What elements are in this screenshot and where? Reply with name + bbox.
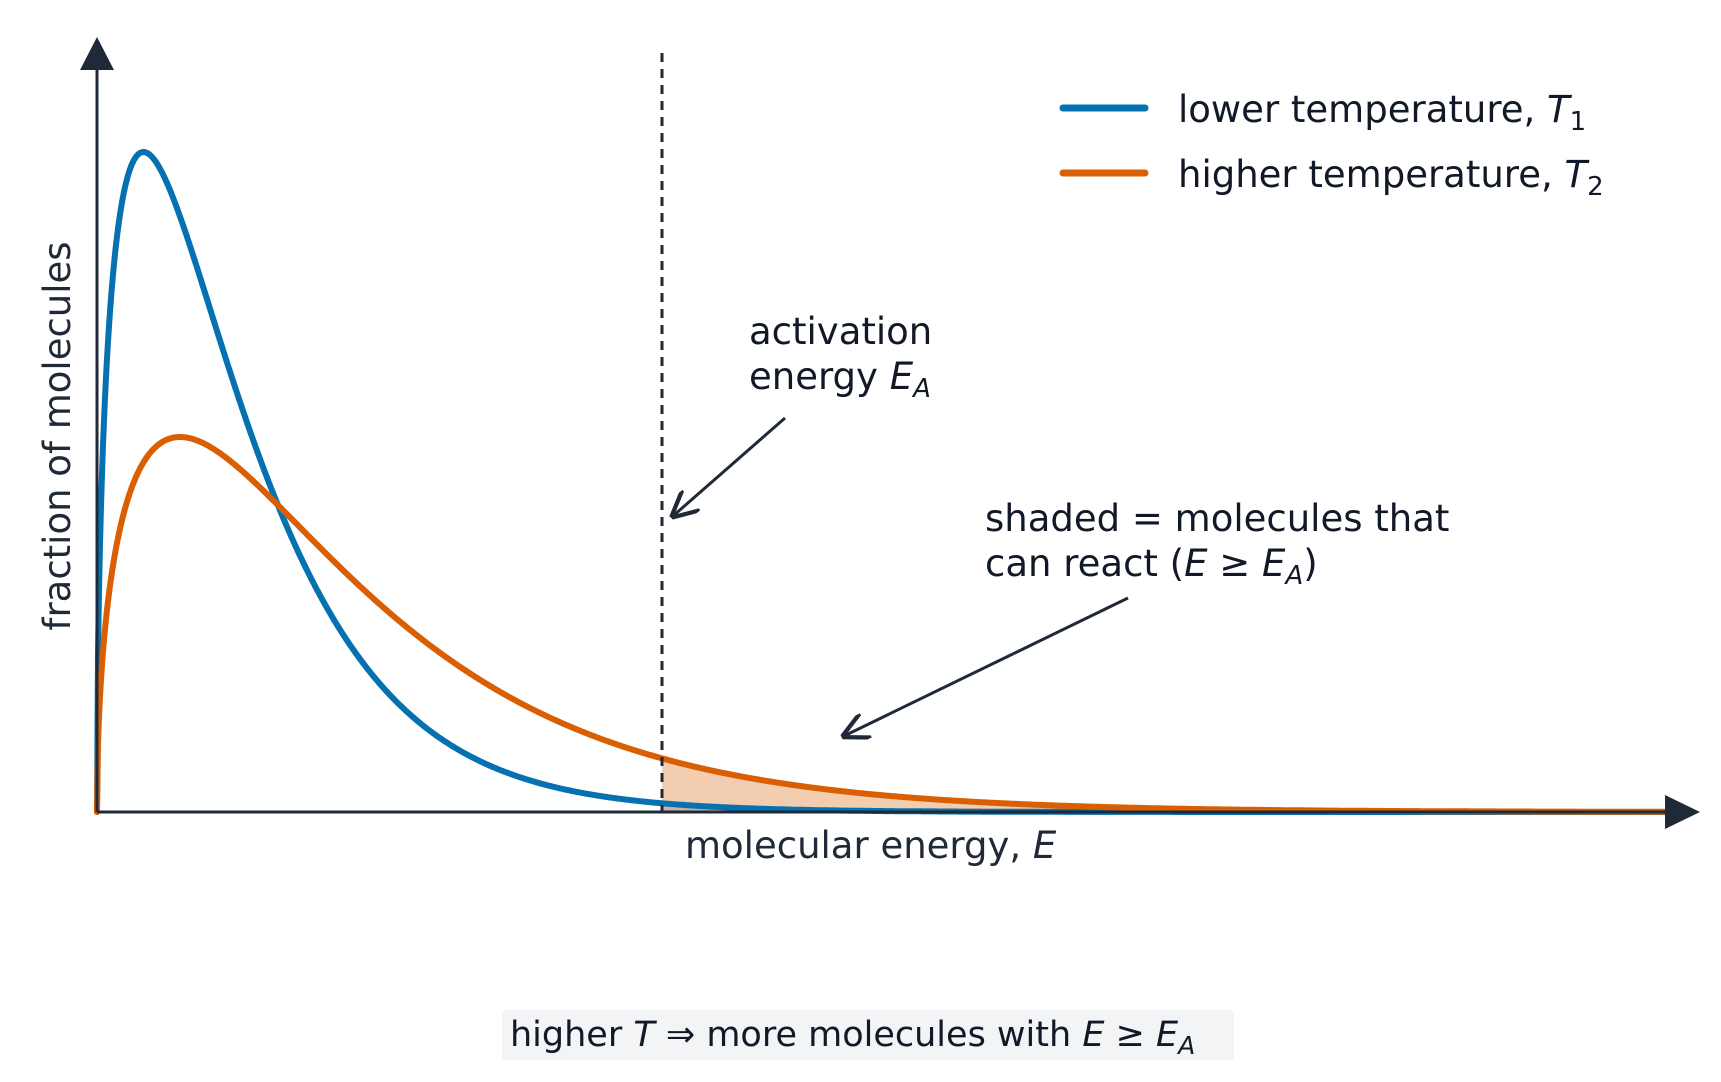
- shaded-annotation: shaded = molecules that can react (E ≥ E…: [844, 497, 1449, 736]
- shaded-label-line2: can react (E ≥ EA): [985, 542, 1318, 591]
- activation-label-line2: energy EA: [749, 355, 931, 404]
- caption-box: [502, 1010, 1234, 1060]
- y-axis-arrow-icon: [80, 37, 114, 70]
- shaded-pointer-arrow: [844, 596, 1129, 736]
- legend-label-higher-temperature: higher temperature, T2: [1178, 153, 1604, 202]
- legend: lower temperature, T1 higher temperature…: [1059, 88, 1604, 202]
- shaded-label-line1: shaded = molecules that: [985, 497, 1449, 540]
- activation-label-line1: activation: [749, 310, 932, 353]
- activation-energy-annotation: activation energy EA: [673, 310, 932, 516]
- y-axis-label: fraction of molecules: [36, 241, 79, 630]
- activation-pointer-arrow: [673, 416, 786, 516]
- caption: higher T ⇒ more molecules with E ≥ EA: [510, 1015, 1195, 1060]
- x-axis-label: molecular energy, E: [685, 824, 1057, 867]
- x-axis-arrow-icon: [1665, 795, 1700, 829]
- legend-label-lower-temperature: lower temperature, T1: [1178, 88, 1586, 137]
